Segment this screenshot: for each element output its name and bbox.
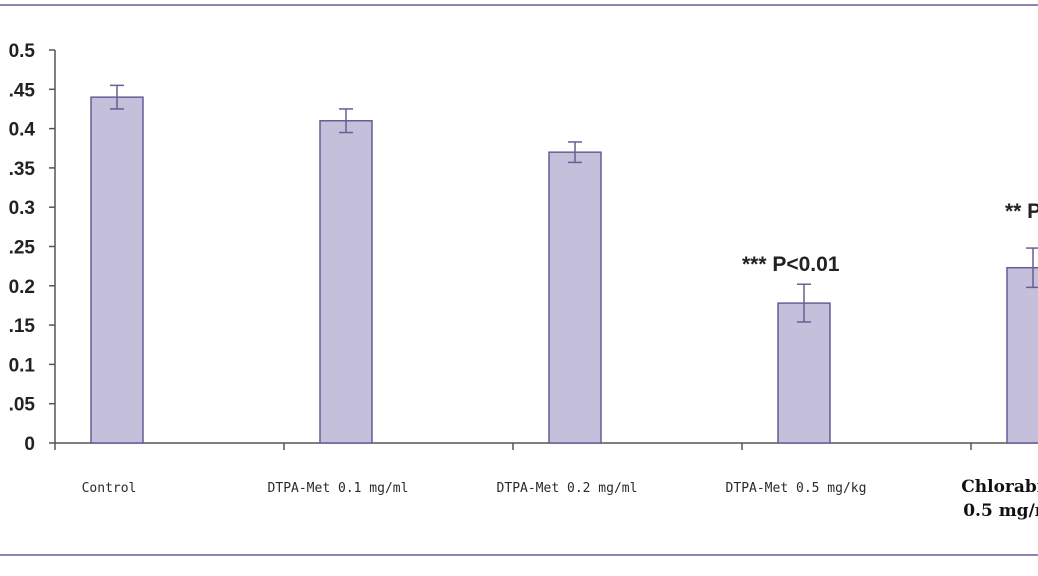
error-bars-group (110, 84, 1038, 323)
bar (90, 96, 144, 444)
bar (1006, 266, 1038, 444)
y-axis-ticks: 0 .05 0.1 .15 0.2 .25 0.3 .35 0.4 .45 0.5 (9, 41, 55, 455)
bar (319, 119, 373, 444)
annotations-group: *** P<0.01 ** P< (742, 200, 1038, 276)
error-bar (568, 141, 582, 164)
y-tick-label: 0 (24, 434, 35, 455)
x-category-label: 0.5 mg/m (963, 501, 1038, 521)
significance-annotation: *** P<0.01 (742, 253, 840, 276)
y-tick-label: .15 (9, 316, 36, 337)
x-category-label: Chlorabm (961, 477, 1038, 497)
error-bar (339, 108, 353, 134)
y-tick-label: .25 (9, 238, 36, 259)
bars-group (90, 96, 1038, 444)
error-bar (110, 84, 124, 110)
y-tick-label: 0.3 (9, 198, 35, 219)
bar (777, 302, 831, 444)
category-labels-group: Control DTPA-Met 0.1 mg/ml DTPA-Met 0.2 mg… (82, 477, 1038, 521)
error-bar (797, 283, 811, 323)
y-tick-label: 0.5 (9, 41, 36, 62)
bar (548, 151, 602, 444)
y-tick-label: .35 (9, 159, 36, 180)
significance-annotation: ** P< (1005, 200, 1038, 223)
y-tick-label: .05 (9, 395, 36, 416)
y-tick-label: .45 (9, 80, 36, 101)
y-tick-label: 0.4 (9, 120, 36, 141)
x-category-label: DTPA-Met 0.1 mg/ml (268, 481, 409, 496)
x-category-label: Control (82, 481, 137, 496)
y-tick-label: 0.1 (9, 355, 36, 376)
x-category-label: DTPA-Met 0.2 mg/ml (497, 481, 638, 496)
x-axis-ticks (54, 443, 972, 450)
y-tick-label: 0.2 (9, 277, 35, 298)
x-category-label: DTPA-Met 0.5 mg/kg (726, 481, 867, 496)
